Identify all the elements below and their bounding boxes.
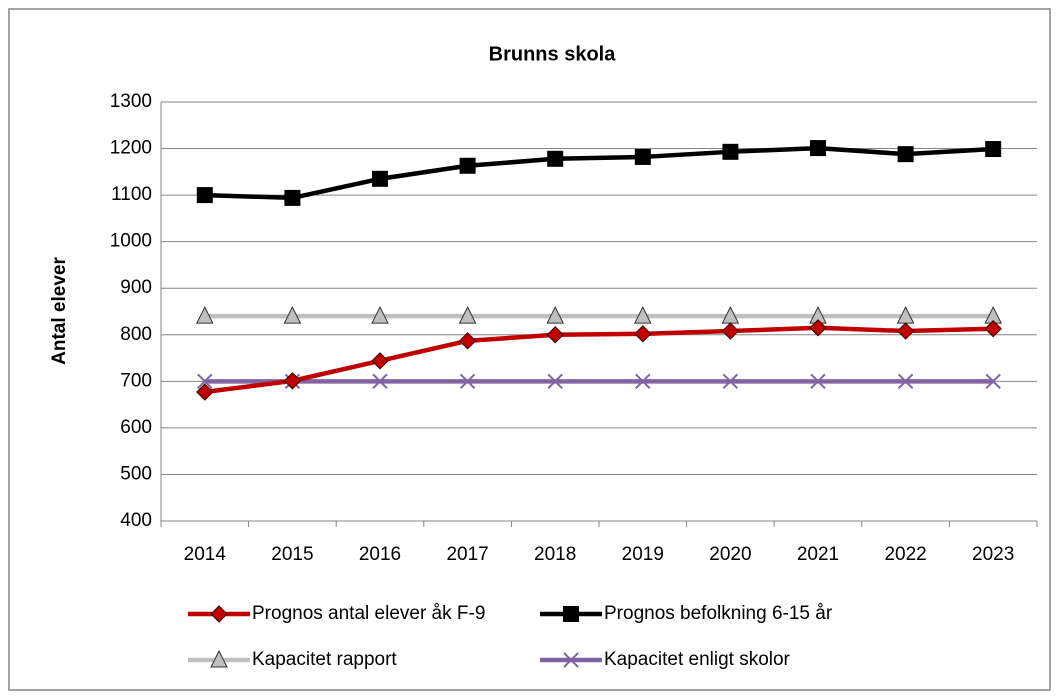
data-point <box>985 141 1002 158</box>
data-point <box>196 187 213 204</box>
data-point <box>634 148 651 165</box>
y-tick-label: 500 <box>120 463 152 484</box>
data-point <box>985 373 1001 390</box>
legend-marker <box>210 649 228 668</box>
x-tick-label: 2015 <box>271 544 313 565</box>
data-point <box>197 373 213 390</box>
data-point <box>546 306 565 324</box>
data-point <box>371 306 389 324</box>
y-axis-label: Antal elever <box>49 257 70 365</box>
x-tick-label: 2019 <box>622 544 664 565</box>
data-point <box>283 372 302 390</box>
data-point <box>809 319 827 337</box>
data-point <box>459 157 476 174</box>
y-tick-label: 800 <box>120 324 152 345</box>
chart-title: Brunns skola <box>489 43 617 65</box>
y-tick-label: 400 <box>120 510 152 531</box>
legend-label: Prognos antal elever åk F-9 <box>252 603 485 624</box>
legend-label: Kapacitet enligt skolor <box>604 649 791 670</box>
legend-marker <box>563 606 579 622</box>
y-tick-label: 1100 <box>111 184 152 205</box>
series-line <box>204 145 994 201</box>
data-point <box>283 306 302 324</box>
data-point <box>897 146 914 163</box>
y-tick-label: 1300 <box>110 91 152 112</box>
data-point <box>372 170 388 187</box>
data-point <box>810 140 826 157</box>
data-point <box>458 332 477 350</box>
legend-label: Prognos befolkning 6-15 år <box>604 603 833 624</box>
data-point <box>722 373 739 390</box>
data-point <box>196 383 214 401</box>
y-tick-label: 1000 <box>110 231 152 252</box>
y-tick-label: 1200 <box>110 138 152 159</box>
data-point <box>458 306 477 324</box>
x-tick-label: 2023 <box>972 544 1014 565</box>
y-tick-label: 900 <box>120 277 152 298</box>
data-point <box>372 373 388 390</box>
data-point <box>459 373 476 390</box>
x-tick-label: 2020 <box>709 544 751 565</box>
legend-marker <box>210 605 228 623</box>
data-point <box>896 322 915 340</box>
data-point <box>984 320 1002 338</box>
data-point <box>546 326 564 344</box>
data-point <box>371 352 389 370</box>
x-tick-label: 2018 <box>534 544 576 565</box>
x-tick-label: 2014 <box>184 544 227 565</box>
data-point <box>195 306 214 324</box>
x-tick-label: 2021 <box>797 544 839 565</box>
x-tick-label: 2016 <box>359 544 401 565</box>
y-tick-label: 600 <box>120 417 152 438</box>
data-point <box>635 373 651 390</box>
data-point <box>547 373 563 390</box>
x-tick-label: 2017 <box>446 544 488 565</box>
data-point <box>633 306 652 324</box>
data-point <box>810 373 826 390</box>
data-point <box>634 325 652 343</box>
data-point <box>284 189 301 206</box>
data-point <box>547 150 564 167</box>
data-point <box>897 373 914 390</box>
y-tick-label: 700 <box>120 370 152 391</box>
data-point <box>721 322 740 340</box>
data-point <box>722 143 739 160</box>
series-line <box>204 325 994 395</box>
legend-marker <box>563 652 579 668</box>
legend-label: Kapacitet rapport <box>252 649 397 670</box>
chart-border <box>8 8 1051 691</box>
x-tick-label: 2022 <box>884 544 926 565</box>
